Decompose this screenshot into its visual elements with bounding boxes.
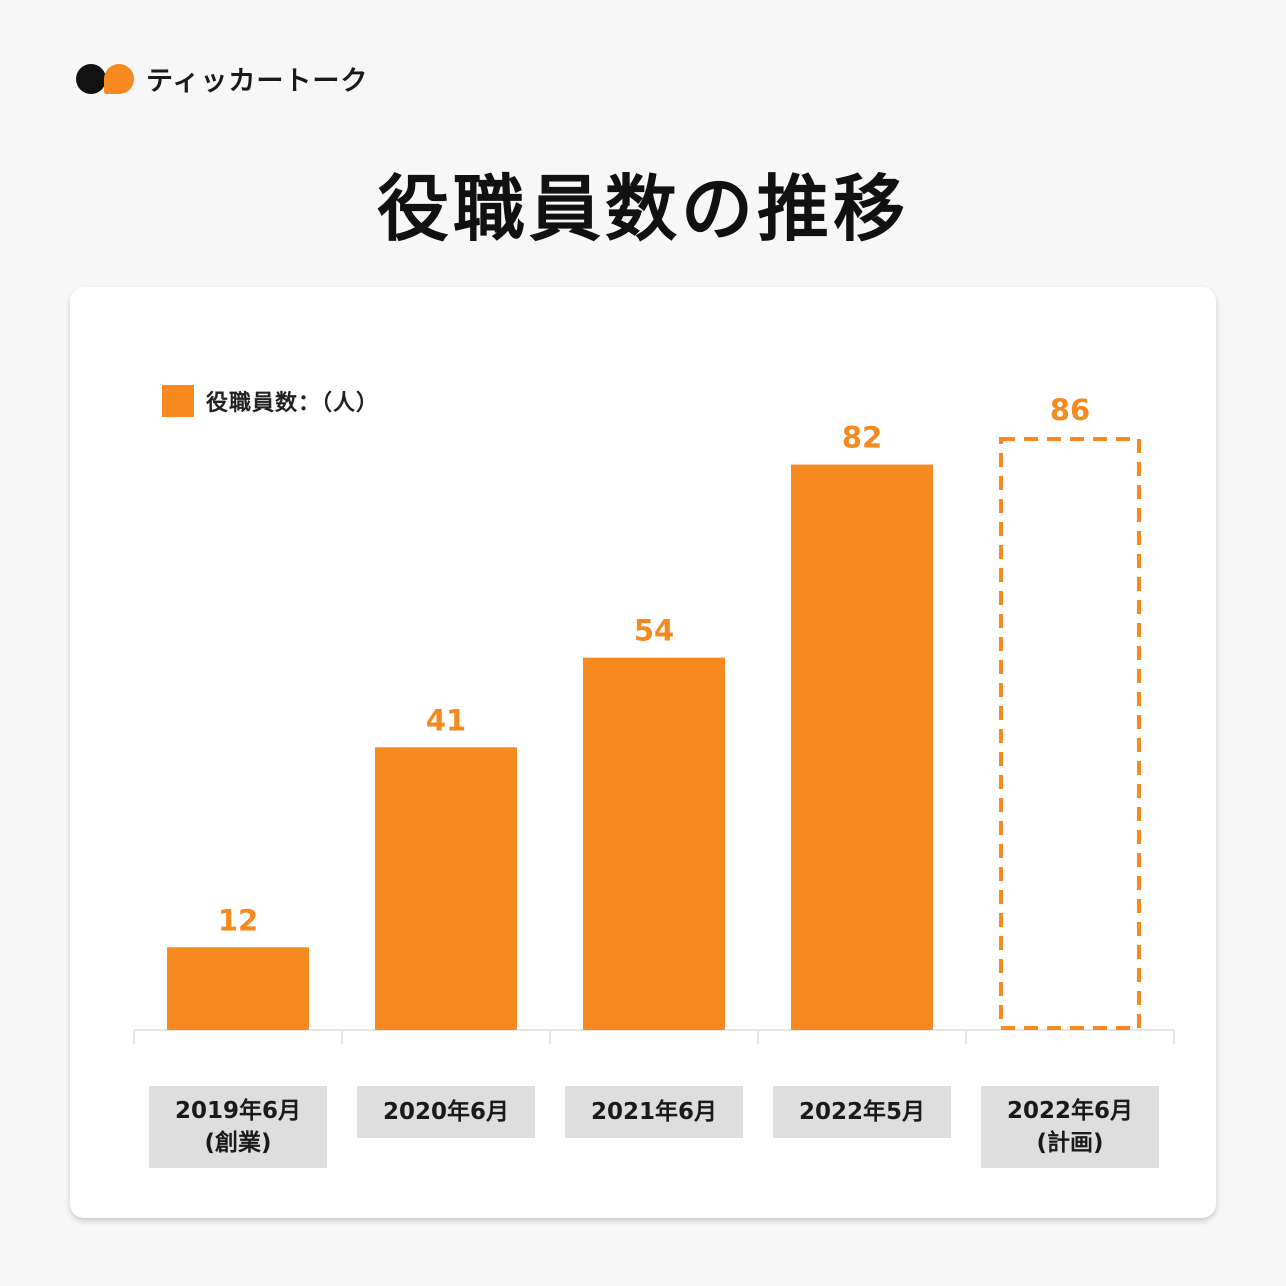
- bar: [375, 747, 517, 1030]
- brand-name: ティッカートーク: [146, 65, 369, 97]
- bar-value-label: 86: [1050, 393, 1090, 427]
- bar-planned: [999, 437, 1141, 1030]
- bar: [583, 657, 725, 1030]
- bar: [791, 464, 933, 1030]
- bar-value-label: 41: [426, 703, 466, 737]
- chart-legend: 役職員数：（人）: [162, 385, 379, 417]
- bar-value-label: 54: [634, 614, 674, 648]
- x-category-label: 2022年5月: [773, 1086, 951, 1138]
- bar-value-label: 12: [218, 903, 258, 937]
- legend-label: 役職員数：（人）: [206, 391, 380, 416]
- x-category-label: 2021年6月: [565, 1086, 743, 1138]
- bar-chart: 12 41 54 82 86: [133, 393, 1175, 1044]
- x-category-label: 2020年6月: [357, 1086, 535, 1138]
- bar: [167, 947, 309, 1030]
- bar-value-label: 82: [842, 421, 882, 455]
- page-title: 役職員数の推移: [376, 167, 909, 251]
- x-category-label: 2022年6月 (計画): [981, 1086, 1159, 1168]
- x-category-label: 2019年6月 (創業): [149, 1086, 327, 1168]
- brand: ティッカートーク: [76, 58, 368, 98]
- chart-card: 役職員数：（人） 12 41 54 82 86 2019年6月 (創業) 2020年6月 2…: [70, 287, 1216, 1218]
- speech-bubbles-logo-icon: [76, 58, 138, 98]
- legend-swatch: [162, 385, 194, 417]
